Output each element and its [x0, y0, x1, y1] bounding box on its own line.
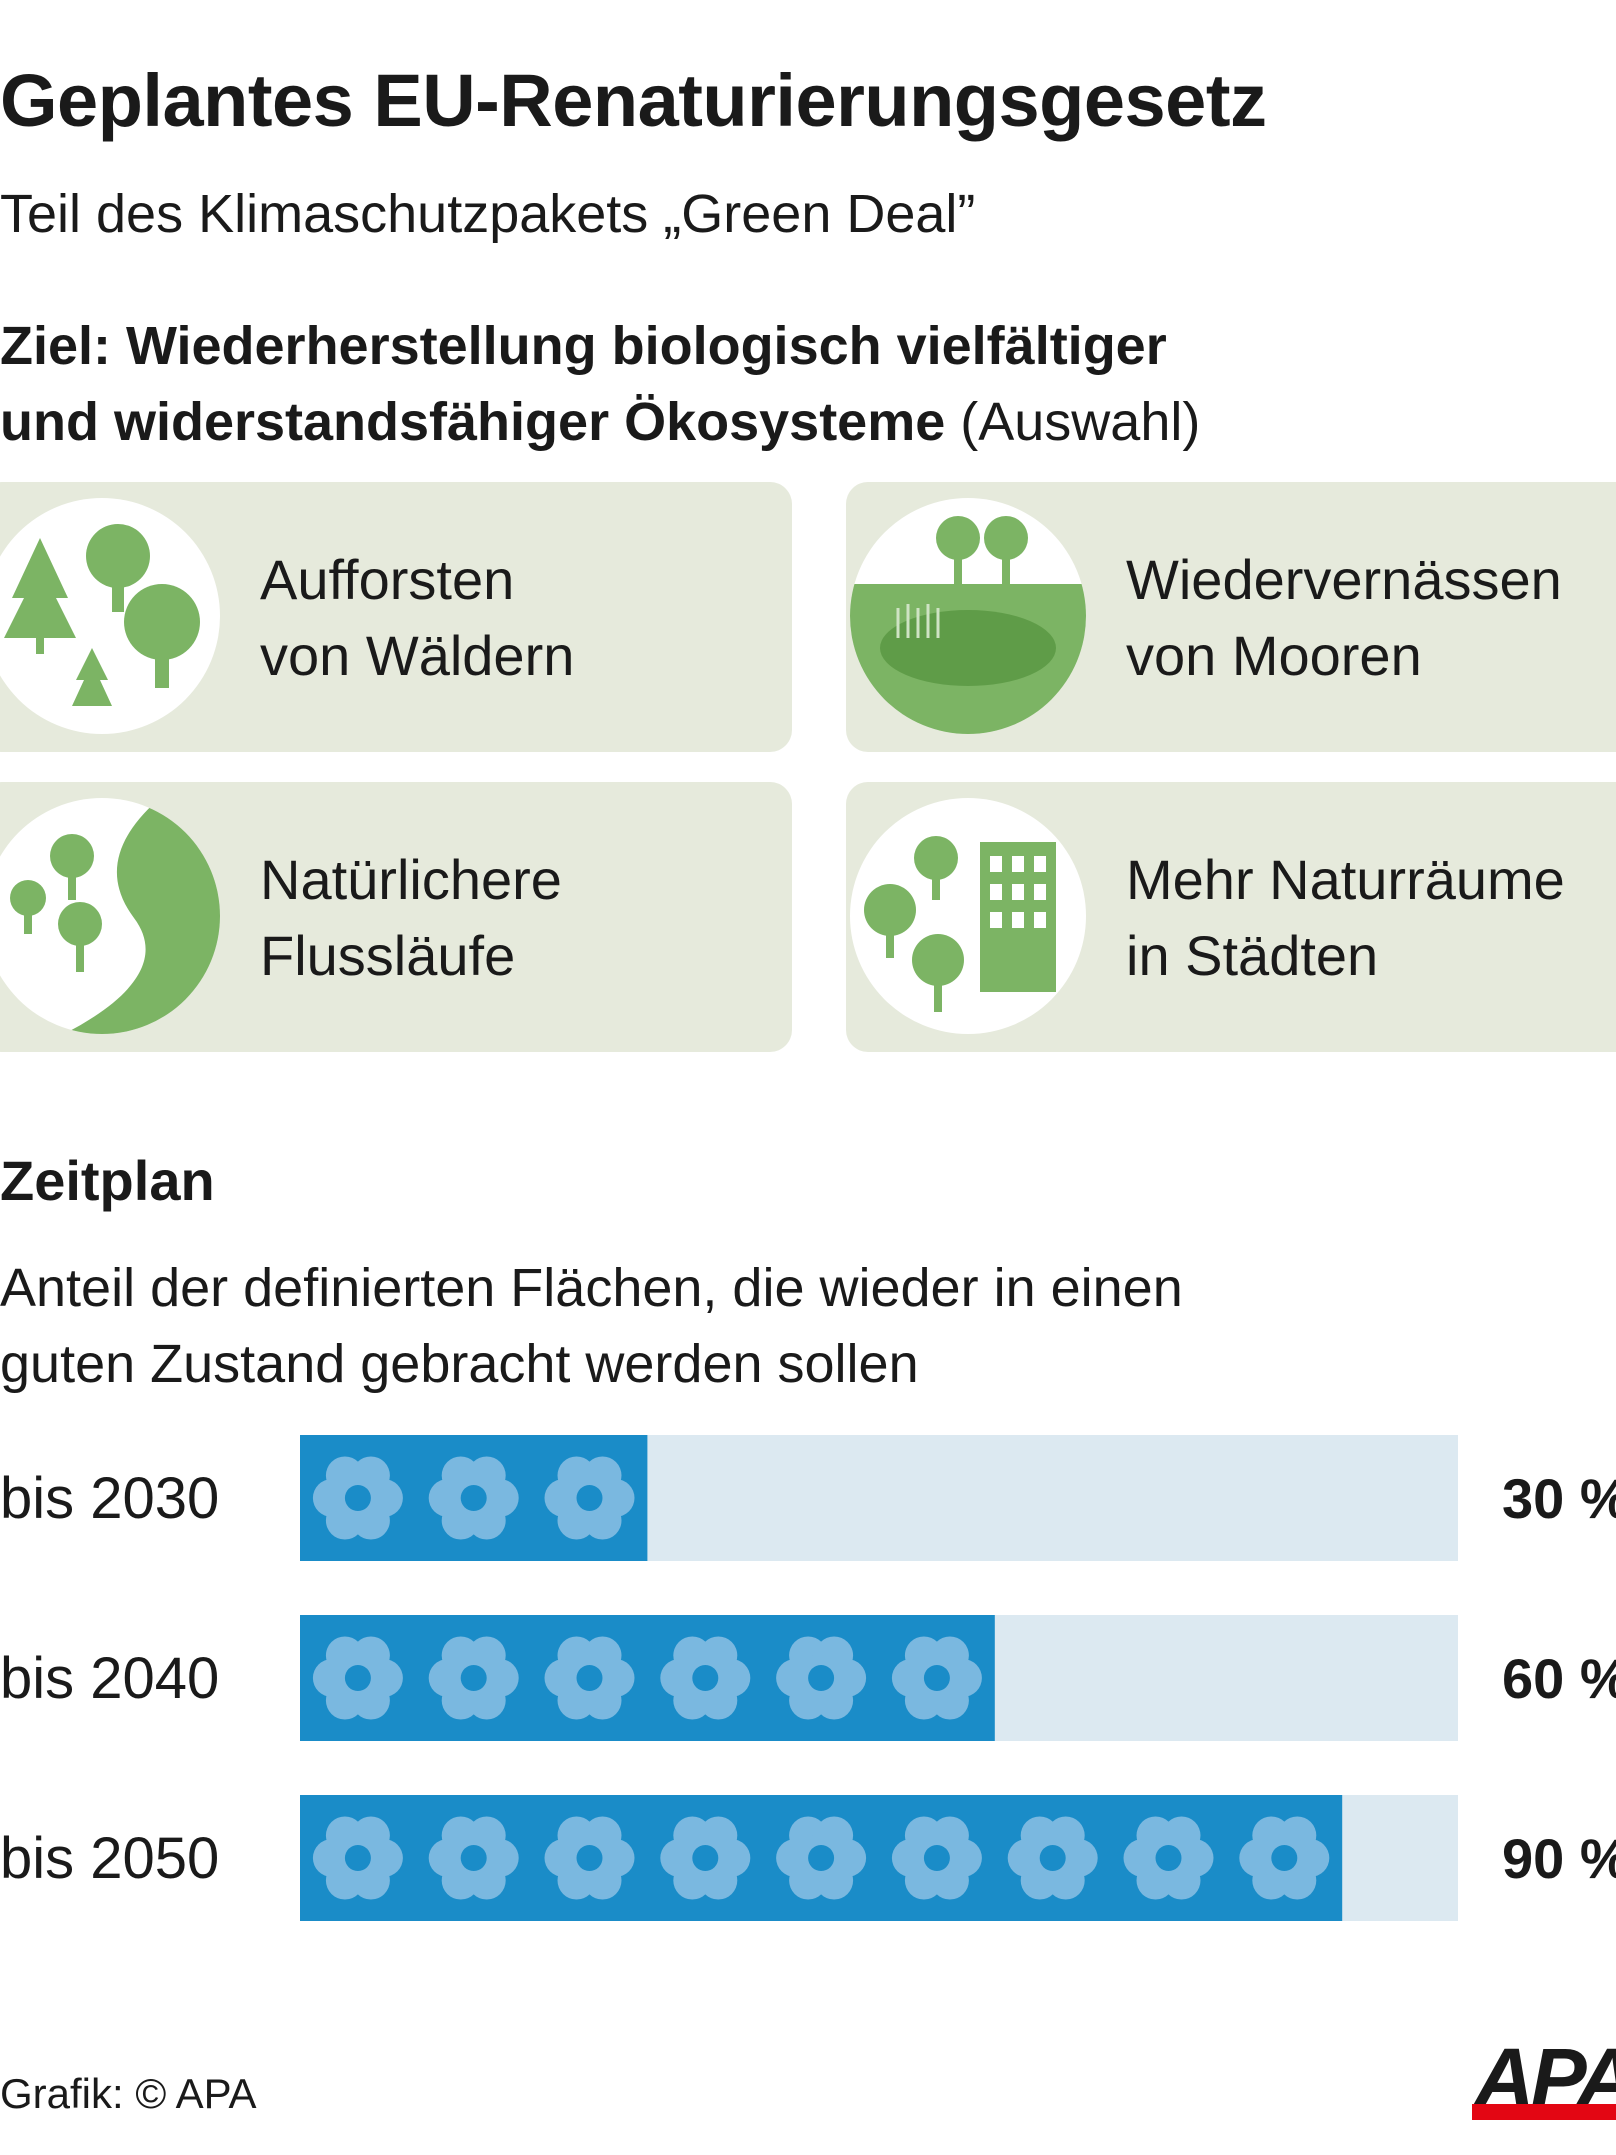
source-credit: Grafik: © APA	[0, 2070, 257, 2117]
goal-text: Ziel: Wiederherstellung biologisch vielf…	[0, 308, 1200, 460]
value-label: 30 %	[1502, 1467, 1616, 1530]
schedule-description: Anteil der definierten Flächen, die wied…	[0, 1258, 1183, 1394]
goal-line-1: Ziel: Wiederherstellung biologisch vielf…	[0, 316, 1167, 376]
bar	[300, 1615, 995, 1741]
measure-label: Mehr Naturräume in Städten	[1126, 848, 1565, 987]
bar-row: bis 2040 60 %	[0, 1615, 1616, 1741]
page-title: Geplantes EU-Renaturierungsgesetz	[0, 59, 1267, 142]
flower-icon	[544, 1816, 635, 1900]
measure-card-river: Natürlichere Flussläufe	[0, 782, 792, 1052]
moor-icon	[850, 498, 1086, 734]
flower-icon	[776, 1816, 867, 1900]
page-subtitle: Teil des Klimaschutzpakets „Green Deal”	[0, 184, 976, 244]
flower-icon	[1239, 1816, 1330, 1900]
schedule-heading: Zeitplan	[0, 1149, 215, 1212]
flower-icon	[660, 1816, 751, 1900]
flower-icon	[544, 1456, 635, 1540]
river-icon	[0, 798, 220, 1034]
goal-line-2: und widerstandsfähiger Ökosysteme	[0, 392, 946, 452]
schedule-bar-chart: bis 2030 30 % bis 2040 60 % bis 2050 90 %	[0, 1435, 1616, 1921]
bar-row: bis 2050 90 %	[0, 1795, 1616, 1921]
apa-logo: APA	[1472, 2036, 1616, 2120]
city-nature-icon	[850, 798, 1086, 1034]
flower-icon	[660, 1636, 751, 1720]
category-label: bis 2040	[0, 1646, 219, 1711]
category-label: bis 2030	[0, 1466, 219, 1531]
measure-label: Natürlichere Flussläufe	[260, 848, 562, 987]
flower-icon	[428, 1816, 519, 1900]
flower-icon	[312, 1456, 403, 1540]
flower-icon	[312, 1636, 403, 1720]
flower-icon	[312, 1816, 403, 1900]
measure-label: Wiedervernässen von Mooren	[1126, 548, 1562, 687]
flower-icon	[1007, 1816, 1098, 1900]
goal-suffix: (Auswahl)	[945, 392, 1201, 452]
measure-card-city: Mehr Naturräume in Städten	[846, 782, 1616, 1052]
flower-icon	[891, 1816, 982, 1900]
forest-icon	[0, 498, 220, 734]
flower-icon	[428, 1456, 519, 1540]
flower-icon	[891, 1636, 982, 1720]
category-label: bis 2050	[0, 1826, 219, 1891]
measure-card-forest: Aufforsten von Wäldern	[0, 482, 792, 752]
measure-label: Aufforsten von Wäldern	[260, 548, 575, 687]
value-label: 60 %	[1502, 1647, 1616, 1710]
flower-icon	[428, 1636, 519, 1720]
value-label: 90 %	[1502, 1827, 1616, 1890]
bar-row: bis 2030 30 %	[0, 1435, 1616, 1561]
measure-card-moor: Wiedervernässen von Mooren	[846, 482, 1616, 752]
flower-icon	[544, 1636, 635, 1720]
flower-icon	[776, 1636, 867, 1720]
flower-icon	[1123, 1816, 1214, 1900]
